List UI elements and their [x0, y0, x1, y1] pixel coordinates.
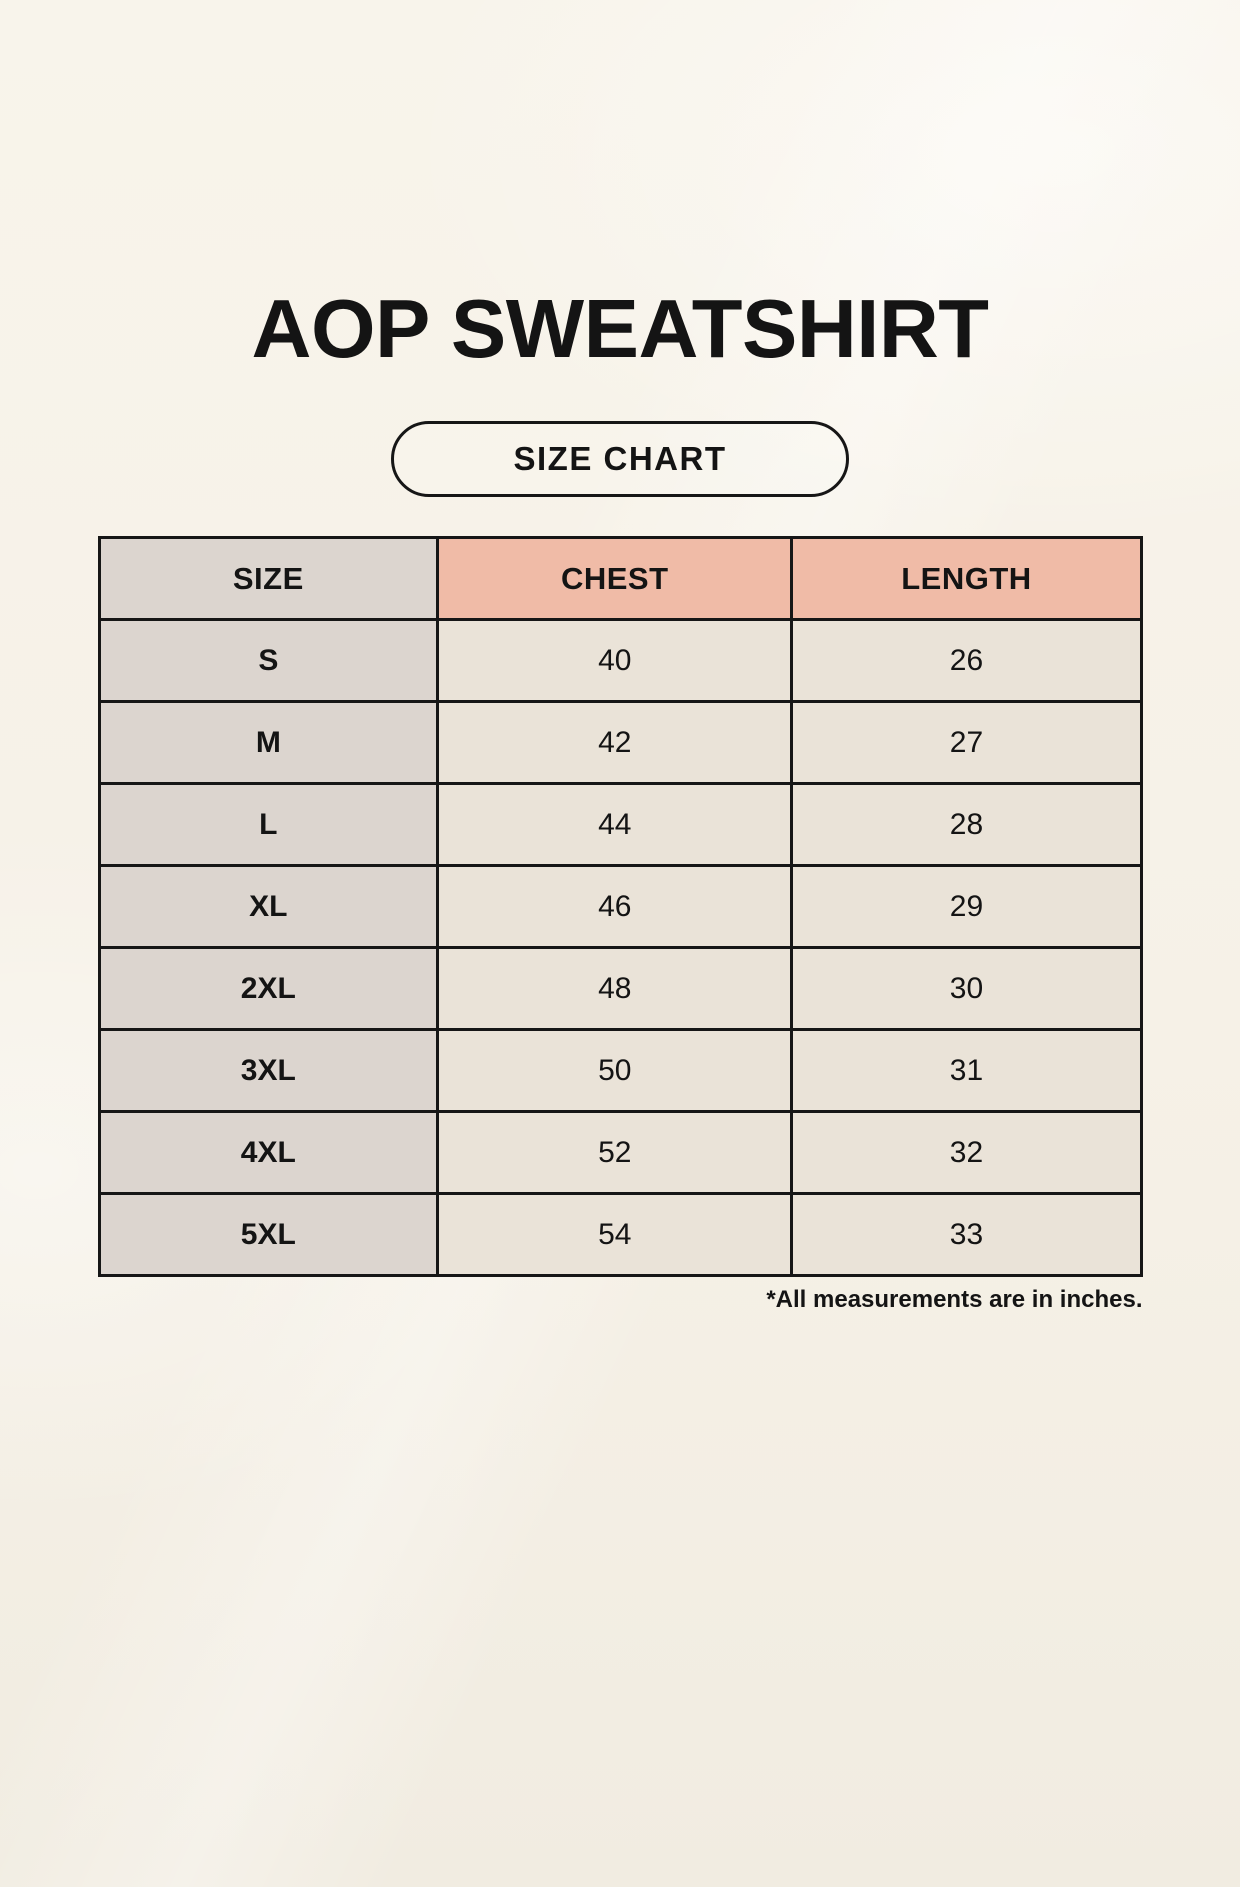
- table-header-row: SIZE CHEST LENGTH: [97, 536, 1143, 621]
- page-title: AOP SWEATSHIRT: [251, 282, 989, 375]
- chest-value-cell: 46: [436, 864, 794, 949]
- length-value-cell: 29: [790, 864, 1143, 949]
- size-cell: L: [97, 782, 440, 867]
- chest-value-cell: 40: [436, 618, 794, 703]
- column-header-size: SIZE: [97, 536, 440, 621]
- chest-value-cell: 48: [436, 946, 794, 1031]
- size-chart-page: AOP SWEATSHIRT SIZE CHART SIZE CHEST LEN…: [0, 287, 1240, 1887]
- column-header-chest: CHEST: [436, 536, 794, 621]
- chest-value-cell: 44: [436, 782, 794, 867]
- table-row: M 42 27: [97, 700, 1143, 785]
- size-chart-badge: SIZE CHART: [391, 421, 849, 497]
- size-cell: XL: [97, 864, 440, 949]
- table-row: 4XL 52 32: [97, 1110, 1143, 1195]
- chest-value-cell: 54: [436, 1192, 794, 1277]
- size-cell: 3XL: [97, 1028, 440, 1113]
- size-cell: S: [97, 618, 440, 703]
- table-row: XL 46 29: [97, 864, 1143, 949]
- table-row: 3XL 50 31: [97, 1028, 1143, 1113]
- size-chart-table-body: S 40 26 M 42 27 L 44 28 XL 46 29 2XL 48 …: [97, 618, 1143, 1277]
- length-value-cell: 32: [790, 1110, 1143, 1195]
- size-cell: 4XL: [97, 1110, 440, 1195]
- size-chart-badge-label: SIZE CHART: [513, 440, 727, 477]
- table-row: L 44 28: [97, 782, 1143, 867]
- size-chart-table: SIZE CHEST LENGTH S 40 26 M 42 27 L 44 2…: [97, 536, 1143, 1277]
- length-value-cell: 31: [790, 1028, 1143, 1113]
- column-header-length: LENGTH: [790, 536, 1143, 621]
- size-cell: 2XL: [97, 946, 440, 1031]
- chest-value-cell: 52: [436, 1110, 794, 1195]
- length-value-cell: 28: [790, 782, 1143, 867]
- length-value-cell: 30: [790, 946, 1143, 1031]
- measurements-footnote: *All measurements are in inches.: [766, 1286, 1143, 1313]
- table-row: 5XL 54 33: [97, 1192, 1143, 1277]
- chest-value-cell: 42: [436, 700, 794, 785]
- table-row: S 40 26: [97, 618, 1143, 703]
- length-value-cell: 26: [790, 618, 1143, 703]
- chest-value-cell: 50: [436, 1028, 794, 1113]
- size-cell: 5XL: [97, 1192, 440, 1277]
- table-row: 2XL 48 30: [97, 946, 1143, 1031]
- length-value-cell: 33: [790, 1192, 1143, 1277]
- length-value-cell: 27: [790, 700, 1143, 785]
- size-cell: M: [97, 700, 440, 785]
